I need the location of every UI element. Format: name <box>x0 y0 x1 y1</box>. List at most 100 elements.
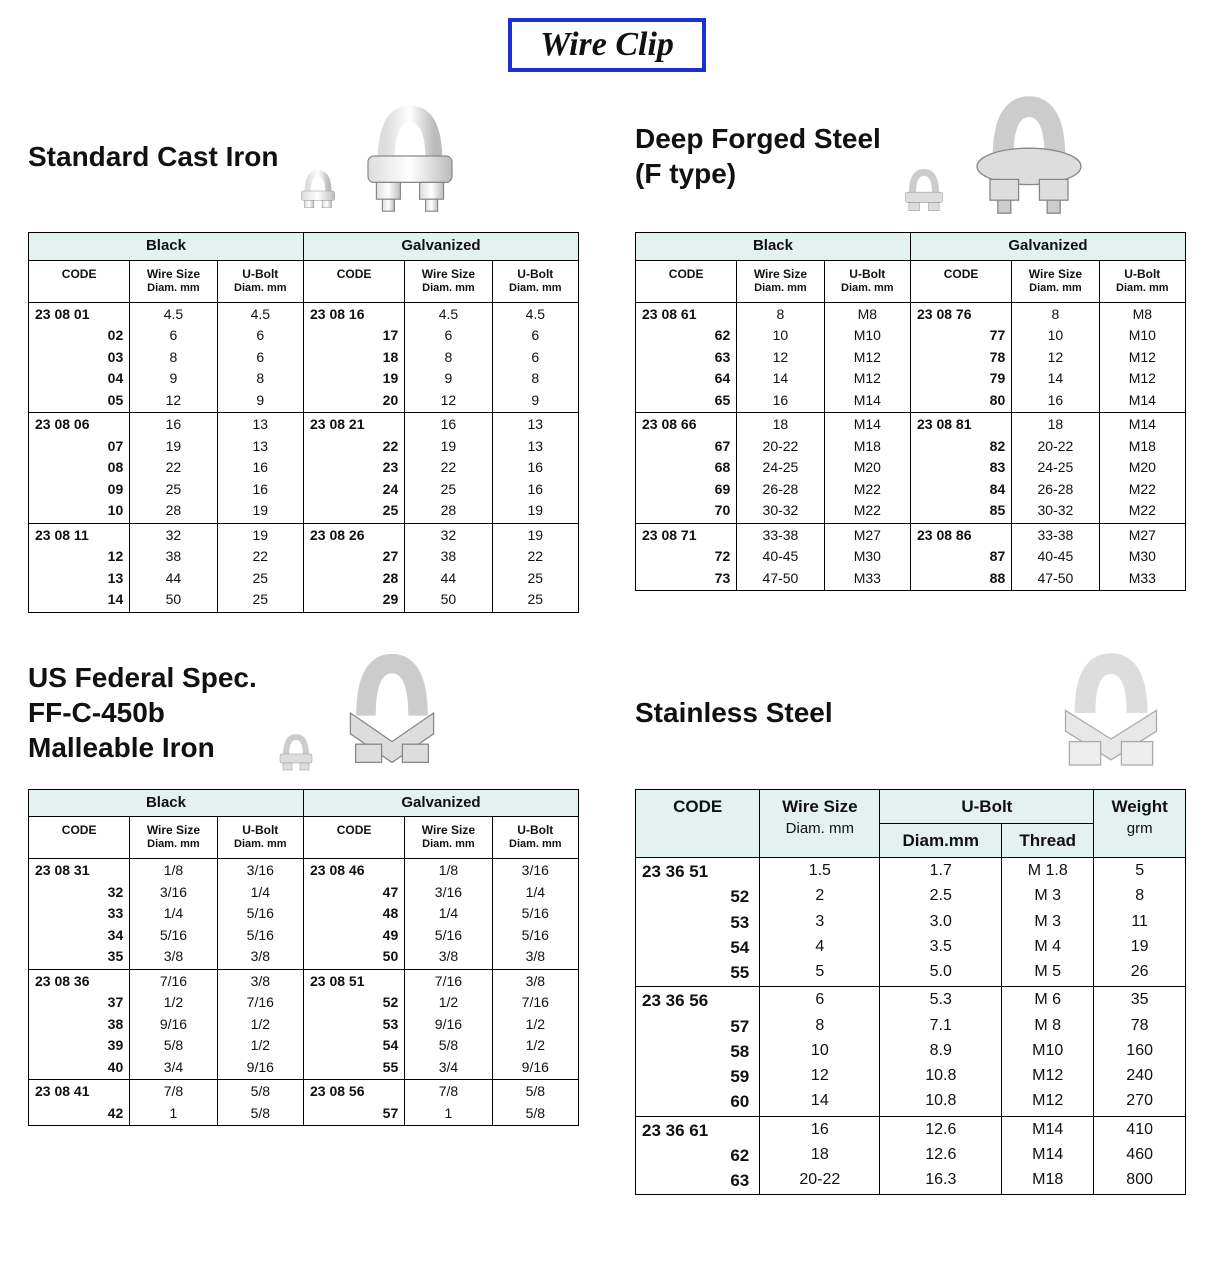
table-row: 6320-2216.3M18800 <box>636 1168 1186 1195</box>
col-wire: Wire SizeDiam. mm <box>405 260 492 302</box>
cast-iron-body: 23 08 014.54.523 08 164.54.5026617660386… <box>29 302 579 612</box>
cast-iron-table: Black Galvanized CODE Wire SizeDiam. mm … <box>28 232 579 613</box>
wire-clip-large-icon <box>959 91 1099 221</box>
table-row: 23 36 511.51.7M 1.85 <box>636 858 1186 885</box>
usfed-title: US Federal Spec. FF-C-450b Malleable Iro… <box>28 660 257 765</box>
table-row: 0512920129 <box>29 390 579 413</box>
usfed-body: 23 08 311/83/1623 08 461/83/16323/161/44… <box>29 859 579 1126</box>
table-row: 23 08 311/83/1623 08 461/83/16 <box>29 859 579 882</box>
col-ubolt: U-BoltDiam. mm <box>217 260 303 302</box>
table-row: 4215/85715/8 <box>29 1103 579 1126</box>
ss-header: Stainless Steel <box>635 643 1186 783</box>
col-wire: Wire SizeDiam. mm <box>760 789 880 858</box>
wire-clip-large-icon <box>327 648 457 778</box>
wire-clip-small-icon <box>271 728 321 778</box>
col-black: Black <box>29 789 304 817</box>
col-code: CODE <box>303 260 404 302</box>
table-row: 23 36 5665.3M 635 <box>636 987 1186 1014</box>
table-row: 23 08 367/163/823 08 517/163/8 <box>29 969 579 992</box>
col-code: CODE <box>910 260 1011 302</box>
table-row: 6210M107710M10 <box>636 325 1186 347</box>
table-row: 23 08 11321923 08 263219 <box>29 523 579 546</box>
table-row: 082216232216 <box>29 457 579 479</box>
col-ubolt-diam: Diam.mm <box>880 823 1002 857</box>
col-wire: Wire SizeDiam. mm <box>130 260 217 302</box>
row-1: Standard Cast Iron Black Galvanized CODE… <box>28 86 1186 613</box>
table-row: 02661766 <box>29 325 579 347</box>
table-row: 23 08 618M823 08 768M8 <box>636 302 1186 325</box>
table-row: 23 08 6618M1423 08 8118M14 <box>636 413 1186 436</box>
col-ubolt: U-BoltDiam. mm <box>492 260 578 302</box>
usfed-table: Black Galvanized CODE Wire SizeDiam. mm … <box>28 789 579 1127</box>
col-galvanized: Galvanized <box>910 233 1185 261</box>
table-row: 6824-25M208324-25M20 <box>636 457 1186 479</box>
table-row: 395/81/2545/81/2 <box>29 1035 579 1057</box>
table-row: 6720-22M188220-22M18 <box>636 436 1186 458</box>
row-2: US Federal Spec. FF-C-450b Malleable Iro… <box>28 643 1186 1196</box>
usfed-header: US Federal Spec. FF-C-450b Malleable Iro… <box>28 643 579 783</box>
col-ubolt: U-BoltDiam. mm <box>824 260 910 302</box>
col-wire: Wire SizeDiam. mm <box>405 817 492 859</box>
col-galvanized: Galvanized <box>303 789 578 817</box>
col-ubolt: U-BoltDiam. mm <box>492 817 578 859</box>
col-wire: Wire SizeDiam. mm <box>1012 260 1099 302</box>
page-title-wrap: Wire Clip <box>28 18 1186 72</box>
cast-iron-images <box>292 96 470 216</box>
table-row: 6414M127914M12 <box>636 368 1186 390</box>
ss-table: CODE Wire SizeDiam. mm U-Bolt Weightgrm … <box>635 789 1186 1196</box>
table-row: 23 08 06161323 08 211613 <box>29 413 579 436</box>
table-row: 7240-45M308740-45M30 <box>636 546 1186 568</box>
col-code: CODE <box>636 789 760 858</box>
forged-title: Deep Forged Steel (F type) <box>635 121 881 191</box>
ss-images <box>1036 648 1186 778</box>
col-weight: Weightgrm <box>1094 789 1186 858</box>
wire-clip-large-icon <box>1036 648 1186 778</box>
col-galvanized: Galvanized <box>303 233 578 261</box>
page-title: Wire Clip <box>508 18 706 72</box>
col-wire: Wire SizeDiam. mm <box>130 817 217 859</box>
table-row: 134425284425 <box>29 568 579 590</box>
col-thread: Thread <box>1002 823 1094 857</box>
table-row: 591210.8M12240 <box>636 1064 1186 1089</box>
col-wire: Wire SizeDiam. mm <box>737 260 824 302</box>
table-row: 601410.8M12270 <box>636 1089 1186 1116</box>
table-row: 5787.1M 878 <box>636 1014 1186 1039</box>
section-cast-iron: Standard Cast Iron Black Galvanized CODE… <box>28 86 579 613</box>
wire-clip-large-icon <box>350 96 470 216</box>
table-row: 5222.5M 38 <box>636 884 1186 909</box>
ss-body: 23 36 511.51.7M 1.855222.5M 385333.0M 31… <box>636 858 1186 1195</box>
cast-iron-title: Standard Cast Iron <box>28 139 278 174</box>
section-usfed: US Federal Spec. FF-C-450b Malleable Iro… <box>28 643 579 1196</box>
table-row: 403/49/16553/49/16 <box>29 1057 579 1080</box>
col-code: CODE <box>303 817 404 859</box>
table-row: 389/161/2539/161/2 <box>29 1014 579 1036</box>
table-row: 23 36 611612.6M14410 <box>636 1116 1186 1143</box>
table-row: 04981998 <box>29 368 579 390</box>
table-row: 071913221913 <box>29 436 579 458</box>
col-code: CODE <box>636 260 737 302</box>
table-row: 331/45/16481/45/16 <box>29 903 579 925</box>
section-forged: Deep Forged Steel (F type) Black Galvani… <box>635 86 1186 613</box>
col-ubolt: U-Bolt <box>880 789 1094 823</box>
col-ubolt: U-BoltDiam. mm <box>1099 260 1185 302</box>
col-code: CODE <box>29 260 130 302</box>
table-row: 23 08 7133-38M2723 08 8633-38M27 <box>636 523 1186 546</box>
table-row: 6926-28M228426-28M22 <box>636 479 1186 501</box>
col-code: CODE <box>29 817 130 859</box>
wire-clip-small-icon <box>292 164 344 216</box>
wire-clip-small-icon <box>895 161 953 221</box>
section-stainless: Stainless Steel CODE Wire SizeDiam. mm U… <box>635 643 1186 1196</box>
table-row: 621812.6M14460 <box>636 1143 1186 1168</box>
forged-body: 23 08 618M823 08 768M86210M107710M106312… <box>636 302 1186 591</box>
cast-iron-header: Standard Cast Iron <box>28 86 579 226</box>
table-row: 7030-32M228530-32M22 <box>636 500 1186 523</box>
col-black: Black <box>29 233 304 261</box>
table-row: 145025295025 <box>29 589 579 612</box>
table-row: 23 08 417/85/823 08 567/85/8 <box>29 1080 579 1103</box>
col-ubolt: U-BoltDiam. mm <box>217 817 303 859</box>
table-row: 353/83/8503/83/8 <box>29 946 579 969</box>
forged-table: Black Galvanized CODE Wire SizeDiam. mm … <box>635 232 1186 591</box>
table-row: 345/165/16495/165/16 <box>29 925 579 947</box>
table-row: 5555.0M 526 <box>636 960 1186 987</box>
table-row: 58108.9M10160 <box>636 1039 1186 1064</box>
